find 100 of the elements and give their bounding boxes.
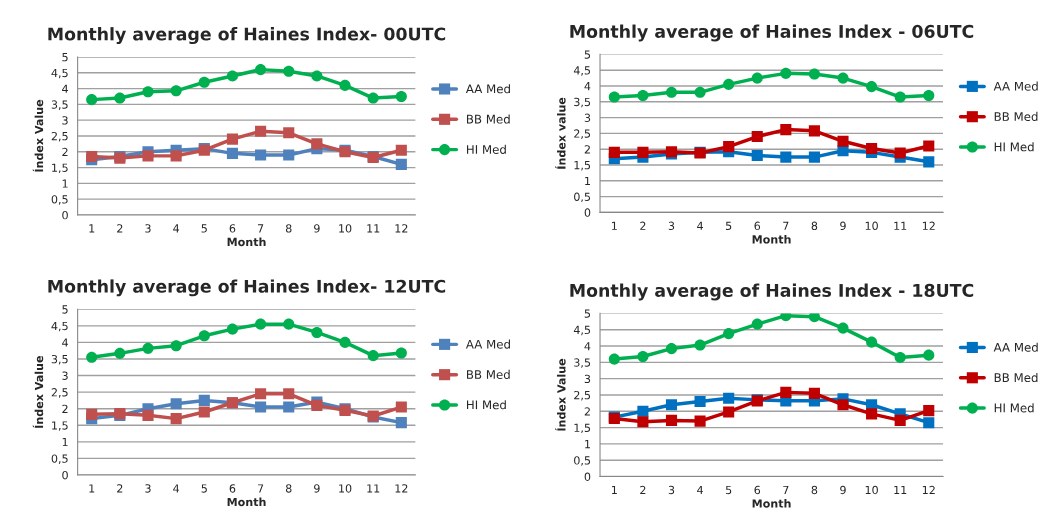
y-tick-label: 5 xyxy=(584,309,591,318)
x-tick-label: 7 xyxy=(783,221,789,230)
x-tick-label: 8 xyxy=(811,221,818,231)
x-tick-label: 8 xyxy=(285,224,292,233)
x-tick-label: 8 xyxy=(811,485,818,495)
x-tick-label: 3 xyxy=(668,485,675,495)
y-tick-label: 1 xyxy=(585,176,590,185)
y-tick-label: 1,5 xyxy=(52,421,68,431)
x-tick-label: 12 xyxy=(395,484,408,493)
x-tick-label: 2 xyxy=(640,221,646,230)
y-tick-label: 0 xyxy=(62,470,68,480)
legend-label: AA Med xyxy=(465,339,510,349)
x-tick-label: 4 xyxy=(173,224,180,233)
y-tick-label: 2,5 xyxy=(51,131,68,142)
x-tick-label: 6 xyxy=(229,224,236,233)
y-tick-label: 3 xyxy=(584,374,591,384)
y-axis-title: Índex Value xyxy=(555,358,566,431)
y-tick-label: 4,5 xyxy=(51,68,68,79)
y-tick-label: 4,5 xyxy=(573,325,591,336)
y-tick-label: 0 xyxy=(584,208,591,217)
y-tick-label: 3,5 xyxy=(574,97,591,108)
y-tick-label: 4,5 xyxy=(51,321,68,332)
y-tick-label: 1 xyxy=(62,179,68,188)
x-tick-label: 5 xyxy=(725,221,732,231)
y-tick-label: 2,5 xyxy=(574,390,591,401)
legend-label: HI Med xyxy=(467,400,506,410)
y-tick-label: 4,5 xyxy=(573,66,591,76)
x-tick-label: 6 xyxy=(754,485,761,495)
x-tick-label: 1 xyxy=(612,221,617,230)
x-tick-label: 12 xyxy=(922,221,935,230)
legend-label: HI Med xyxy=(994,142,1034,152)
y-tick-label: 2,5 xyxy=(51,388,68,398)
y-tick-label: 1,5 xyxy=(52,163,68,174)
x-tick-label: 1 xyxy=(89,484,95,493)
x-tick-label: 6 xyxy=(229,484,236,493)
y-tick-label: 5 xyxy=(62,305,68,314)
x-tick-label: 2 xyxy=(117,224,123,233)
y-axis-title: Índex value xyxy=(555,97,566,169)
x-tick-label: 12 xyxy=(922,485,935,495)
y-tick-label: 3,5 xyxy=(574,358,591,368)
y-tick-label: 1,5 xyxy=(574,423,591,434)
y-tick-label: 4 xyxy=(584,82,591,91)
y-tick-label: 2 xyxy=(584,145,590,154)
x-tick-label: 3 xyxy=(145,484,151,493)
y-tick-label: 5 xyxy=(584,50,591,59)
y-tick-label: 1,5 xyxy=(574,161,591,171)
x-tick-label: 3 xyxy=(145,224,151,233)
y-tick-label: 3 xyxy=(62,371,68,380)
y-tick-label: 0 xyxy=(584,472,591,481)
y-tick-label: 3 xyxy=(584,113,591,122)
x-tick-label: 5 xyxy=(201,224,207,233)
y-tick-label: 0,5 xyxy=(51,195,68,205)
x-tick-label: 4 xyxy=(697,485,703,495)
y-tick-label: 4 xyxy=(62,338,68,347)
x-tick-label: 5 xyxy=(201,484,207,493)
y-tick-label: 2 xyxy=(584,407,590,416)
y-tick-label: 3,5 xyxy=(51,100,68,110)
legend-label: AA Med xyxy=(465,84,510,94)
x-tick-label: 9 xyxy=(314,224,320,233)
x-tick-label: 1 xyxy=(612,485,617,495)
x-axis-title: Month xyxy=(227,237,266,247)
x-tick-label: 3 xyxy=(668,221,675,231)
legend-label: AA Med xyxy=(993,342,1038,352)
x-tick-label: 5 xyxy=(725,485,732,495)
y-tick-label: 3 xyxy=(62,116,68,125)
legend-label: BB Med xyxy=(994,372,1038,383)
y-tick-label: 0,5 xyxy=(574,456,591,466)
x-tick-label: 7 xyxy=(783,485,789,495)
chart-title: Monthly average of Haines Index- 00UTC xyxy=(48,27,446,45)
y-tick-label: 3,5 xyxy=(51,354,68,365)
x-tick-label: 7 xyxy=(257,484,264,493)
legend-label: BB Med xyxy=(467,114,510,124)
x-axis-title: Month xyxy=(752,499,791,508)
x-tick-label: 10 xyxy=(865,485,878,495)
y-tick-label: 2 xyxy=(62,404,68,413)
x-tick-label: 6 xyxy=(754,221,761,231)
y-tick-label: 0,5 xyxy=(51,454,68,464)
x-tick-label: 9 xyxy=(314,484,320,493)
x-tick-label: 10 xyxy=(339,224,352,233)
x-tick-label: 11 xyxy=(894,221,907,230)
y-tick-label: 0 xyxy=(62,210,68,220)
y-axis-title: Índex Value xyxy=(32,356,44,428)
legend-label: BB Med xyxy=(994,111,1038,122)
x-tick-label: 2 xyxy=(117,484,123,493)
legend-label: HI Med xyxy=(994,403,1034,413)
y-tick-label: 5 xyxy=(62,53,68,62)
x-tick-label: 12 xyxy=(395,224,408,233)
legend-label: AA Med xyxy=(993,81,1038,91)
chart-title: Monthly average of Haines Index- 12UTC xyxy=(48,279,446,297)
x-axis-title: Month xyxy=(752,234,791,244)
y-tick-label: 2 xyxy=(62,147,68,156)
y-tick-label: 4 xyxy=(62,84,68,93)
x-tick-label: 1 xyxy=(89,224,95,233)
chart-title: Monthly average of Haines Index - 18UTC xyxy=(570,283,974,301)
x-tick-label: 4 xyxy=(173,484,180,493)
x-tick-label: 4 xyxy=(697,221,703,230)
x-tick-label: 9 xyxy=(840,221,846,231)
y-tick-label: 1 xyxy=(585,440,590,449)
x-tick-label: 8 xyxy=(285,484,292,493)
chart-title: Monthly average of Haines Index - 06UTC xyxy=(570,24,974,42)
